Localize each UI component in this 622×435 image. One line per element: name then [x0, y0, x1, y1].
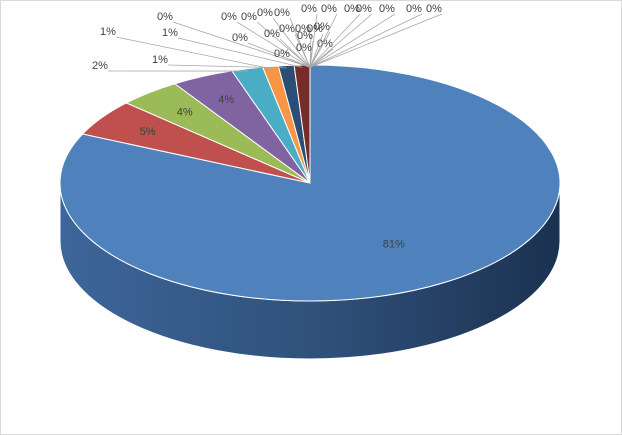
data-label: 1%: [100, 26, 116, 38]
leader-line: [309, 13, 443, 68]
leader-line: [279, 38, 311, 68]
data-label: 0%: [279, 23, 295, 35]
leader-line: [289, 17, 311, 68]
data-label: 4%: [177, 106, 193, 118]
data-label: 0%: [301, 3, 317, 15]
leader-line: [309, 13, 338, 68]
data-label: 0%: [406, 3, 422, 15]
leader-line: [309, 13, 396, 68]
data-label: 1%: [152, 54, 168, 66]
data-label: 0%: [157, 11, 173, 23]
data-label: 0%: [274, 48, 290, 60]
leader-line: [309, 33, 324, 68]
data-label: 0%: [297, 30, 313, 42]
data-label: 0%: [295, 23, 311, 35]
data-label: 0%: [307, 23, 323, 35]
leader-line: [289, 58, 311, 68]
data-label: 0%: [221, 11, 237, 23]
data-label: 4%: [218, 94, 234, 106]
data-label: 5%: [140, 126, 156, 138]
leader-line: [309, 33, 312, 68]
leader-line: [115, 36, 272, 70]
leader-line: [236, 21, 311, 68]
data-label: 0%: [296, 42, 312, 54]
data-label: 0%: [321, 3, 337, 15]
leader-line: [177, 37, 303, 68]
leader-line: [309, 13, 423, 68]
leader-line: [167, 64, 287, 69]
data-label: 0%: [314, 21, 330, 33]
leader-line: [172, 21, 311, 68]
data-label: 0%: [426, 3, 442, 15]
data-label: 0%: [344, 3, 360, 15]
leader-line: [256, 21, 311, 68]
data-label: 0%: [241, 11, 257, 23]
leader-line: [309, 40, 314, 68]
data-label: 0%: [257, 7, 273, 19]
leader-line: [309, 13, 373, 68]
data-label: 81%: [383, 238, 405, 250]
data-label: 0%: [264, 28, 280, 40]
data-label: 0%: [274, 7, 290, 19]
data-label: 2%: [92, 60, 108, 72]
data-label: 0%: [379, 3, 395, 15]
data-label: 0%: [232, 32, 248, 44]
leader-line: [309, 13, 361, 68]
leader-line: [272, 17, 311, 68]
data-label: 1%: [162, 27, 178, 39]
data-label: 0%: [356, 3, 372, 15]
